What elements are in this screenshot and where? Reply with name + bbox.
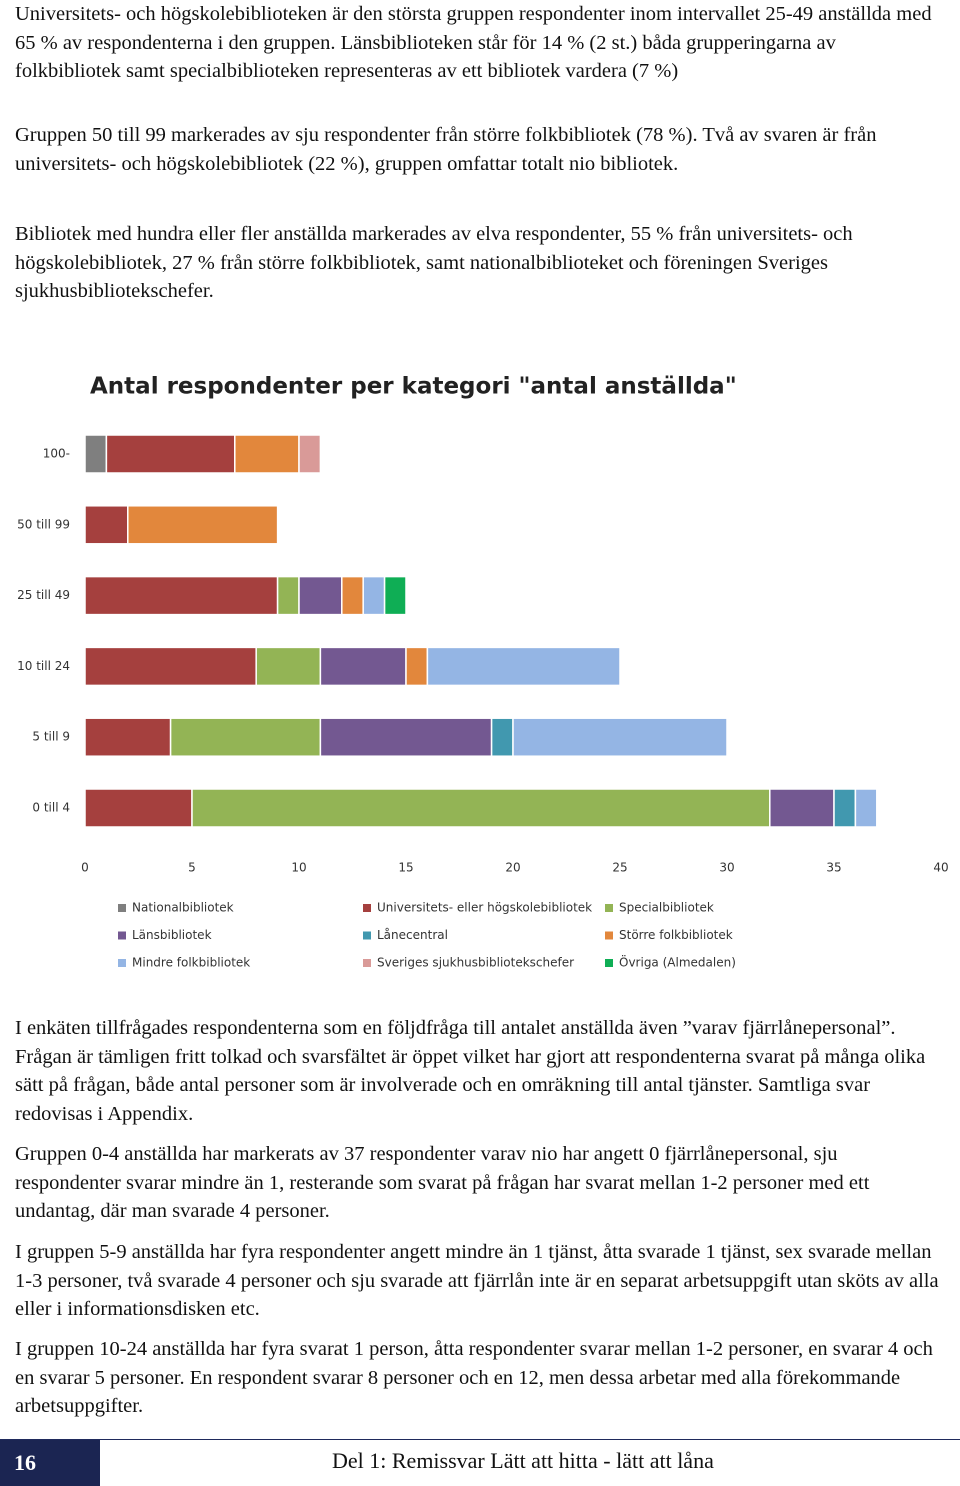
bar-segment <box>490 717 514 757</box>
paragraph: Universitets- och högskolebiblioteken är… <box>15 3 932 83</box>
footer-rule <box>0 1439 960 1440</box>
legend-label: Lånecentral <box>377 928 448 942</box>
bar-segment <box>298 575 343 616</box>
bar-segment <box>405 646 429 687</box>
y-tick-label: 50 till 99 <box>17 517 70 531</box>
x-tick-label: 30 <box>719 861 734 875</box>
paragraph: I gruppen 10-24 anställda har fyra svara… <box>15 1338 933 1418</box>
legend-swatch <box>118 904 126 912</box>
x-tick-label: 5 <box>188 861 196 875</box>
y-tick-label: 25 till 49 <box>17 588 70 602</box>
bar-segment <box>84 505 129 545</box>
paragraph: I gruppen 5-9 anställda har fyra respond… <box>15 1241 939 1321</box>
bar-segment <box>255 646 322 687</box>
bar-segment <box>319 717 493 757</box>
legend-label: Mindre folkbibliotek <box>132 956 250 970</box>
chart-title: Antal respondenter per kategori "antal a… <box>90 374 737 400</box>
bar-segment <box>512 717 728 757</box>
bar-segment <box>426 646 621 687</box>
bar-segment <box>362 575 386 616</box>
paragraph: I enkäten tillfrågades respondenterna so… <box>15 1017 926 1125</box>
bar-segment <box>191 788 771 828</box>
x-tick-label: 25 <box>612 861 627 875</box>
legend-swatch <box>605 904 613 912</box>
bar-segment <box>84 788 193 828</box>
y-tick-label: 100- <box>43 447 70 461</box>
chart: Antal respondenter per kategori "antal a… <box>17 374 949 970</box>
paragraph: Bibliotek med hundra eller fler anställd… <box>15 223 853 303</box>
legend-label: Större folkbibliotek <box>619 928 733 942</box>
legend-label: Universitets- eller högskolebibliotek <box>377 901 592 915</box>
legend-swatch <box>605 959 613 967</box>
x-tick-label: 0 <box>81 861 89 875</box>
y-tick-label: 5 till 9 <box>32 730 70 744</box>
bar-segment <box>84 717 172 757</box>
x-tick-label: 35 <box>826 861 841 875</box>
legend-swatch <box>363 959 371 967</box>
y-tick-label: 10 till 24 <box>17 659 70 673</box>
x-tick-label: 10 <box>291 861 306 875</box>
bar-segment <box>127 505 279 545</box>
legend-label: Övriga (Almedalen) <box>619 954 736 970</box>
legend-label: Nationalbibliotek <box>132 901 234 915</box>
x-tick-label: 20 <box>505 861 520 875</box>
bar-segment <box>341 575 364 616</box>
bar-segment <box>105 434 236 474</box>
bar-segment <box>84 575 279 616</box>
bar-segment <box>84 646 257 687</box>
legend-swatch <box>118 931 126 940</box>
legend-swatch <box>363 904 371 912</box>
bar-segment <box>833 788 857 828</box>
legend-swatch <box>363 931 371 940</box>
bar-segment <box>769 788 835 828</box>
bar-segment <box>169 717 322 757</box>
bar-segment <box>276 575 300 616</box>
page-number: 16 <box>0 1440 100 1486</box>
bar-segment <box>234 434 300 474</box>
bar-segment <box>84 434 108 474</box>
legend-label: Länsbibliotek <box>132 928 212 942</box>
x-tick-label: 40 <box>933 861 948 875</box>
legend-label: Sveriges sjukhusbibliotekschefer <box>377 956 574 970</box>
legend-swatch <box>118 959 126 967</box>
x-tick-label: 15 <box>398 861 413 875</box>
y-tick-label: 0 till 4 <box>32 801 70 815</box>
paragraph: Gruppen 50 till 99 markerades av sju res… <box>15 124 877 175</box>
legend-swatch <box>605 931 613 940</box>
footer-title: Del 1: Remissvar Lätt att hitta - lätt a… <box>332 1448 714 1473</box>
bar-segment <box>319 646 407 687</box>
paragraph: Gruppen 0-4 anställda har markerats av 3… <box>15 1143 870 1223</box>
bar-segment <box>854 788 878 828</box>
legend-label: Specialbibliotek <box>619 901 714 915</box>
bar-segment <box>298 434 322 474</box>
bar-segment <box>383 575 407 616</box>
